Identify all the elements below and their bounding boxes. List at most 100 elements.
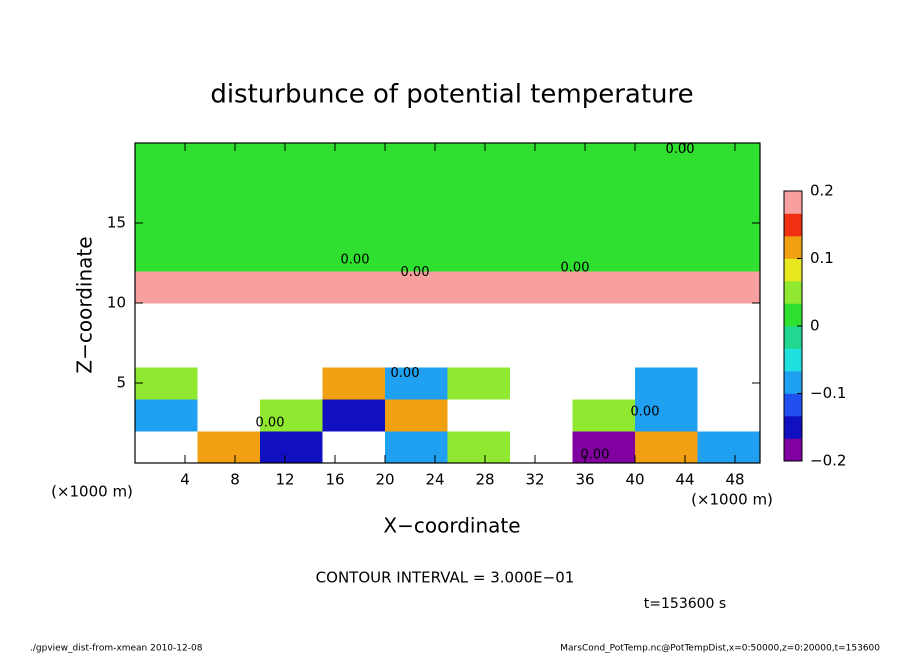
colorbar-segment xyxy=(784,236,802,259)
colorbar-segment xyxy=(784,393,802,417)
heat-cell xyxy=(572,271,636,304)
heat-cell xyxy=(260,303,323,336)
heat-cell xyxy=(322,367,386,400)
colorbar-segment xyxy=(784,281,802,304)
chart-title: disturbunce of potential temperature xyxy=(210,80,693,110)
x-tick-label: 40 xyxy=(625,471,644,489)
heat-cell xyxy=(197,207,261,240)
heat-cell xyxy=(697,239,761,272)
heat-cell xyxy=(572,175,636,208)
heat-cell xyxy=(572,367,636,400)
heat-cell xyxy=(510,431,573,464)
y-tick-label: 5 xyxy=(116,374,126,392)
heat-cell xyxy=(260,399,323,432)
heat-cell xyxy=(447,143,511,176)
heat-cell xyxy=(322,431,386,464)
x-tick-label: 44 xyxy=(675,471,694,489)
heat-cell xyxy=(447,399,511,432)
heat-cell xyxy=(697,367,761,400)
colorbar-segment xyxy=(784,438,802,462)
heat-cell xyxy=(572,335,636,368)
heat-cell xyxy=(697,175,761,208)
heat-cell xyxy=(260,239,323,272)
heat-cell xyxy=(197,143,261,176)
heat-cell xyxy=(697,303,761,336)
heat-cell xyxy=(260,335,323,368)
contour-label: 0.00 xyxy=(256,416,285,431)
heat-cell xyxy=(635,431,698,464)
heat-cell xyxy=(385,367,448,400)
heat-cell xyxy=(697,207,761,240)
heat-cell xyxy=(322,175,386,208)
heat-cell xyxy=(447,367,511,400)
heat-cell xyxy=(635,335,698,368)
y-tick-label: 15 xyxy=(107,214,126,232)
heat-cell xyxy=(135,335,198,368)
heat-cell xyxy=(510,399,573,432)
colorbar-segment xyxy=(784,416,802,439)
heat-cell xyxy=(572,303,636,336)
heat-cell xyxy=(260,207,323,240)
x-tick-label: 36 xyxy=(575,471,594,489)
heat-cell xyxy=(385,271,448,304)
heat-cell xyxy=(697,431,761,464)
x-tick-label: 28 xyxy=(475,471,494,489)
heat-cell xyxy=(385,175,448,208)
colorbar-segment xyxy=(784,326,802,349)
contour-label: 0.00 xyxy=(581,448,610,463)
contour-label: 0.00 xyxy=(666,142,695,157)
colorbar-segment xyxy=(784,258,802,282)
heat-cell xyxy=(260,271,323,304)
heat-cell xyxy=(135,271,198,304)
heat-cell xyxy=(385,143,448,176)
heat-cell xyxy=(135,303,198,336)
x-unit: (×1000 m) xyxy=(691,491,773,509)
heat-cell xyxy=(197,239,261,272)
heat-cell xyxy=(572,239,636,272)
heat-cell xyxy=(635,143,698,176)
contour-label: 0.00 xyxy=(341,252,370,267)
heat-cell xyxy=(447,207,511,240)
colorbar-segment xyxy=(784,213,802,237)
heat-cell xyxy=(385,431,448,464)
x-tick-label: 4 xyxy=(180,471,190,489)
heat-cell xyxy=(385,335,448,368)
time-label: t=153600 s xyxy=(644,596,726,612)
y-axis-label: Z−coordinate xyxy=(73,236,97,373)
x-tick-label: 48 xyxy=(725,471,744,489)
heat-cell xyxy=(447,303,511,336)
contour-interval: CONTOUR INTERVAL = 3.000E−01 xyxy=(316,569,575,587)
heat-cell xyxy=(385,207,448,240)
contour-label: 0.00 xyxy=(631,404,660,419)
x-tick-label: 24 xyxy=(425,471,444,489)
heat-cell xyxy=(135,367,198,400)
heat-cell xyxy=(197,367,261,400)
heat-cell xyxy=(322,143,386,176)
contour-label: 0.00 xyxy=(391,366,420,381)
heat-cell xyxy=(447,239,511,272)
heat-cell xyxy=(572,399,636,432)
heat-cell xyxy=(135,431,198,464)
heat-cell xyxy=(635,271,698,304)
heat-cell xyxy=(697,271,761,304)
y-tick-label: 10 xyxy=(107,294,126,312)
colorbar-segment xyxy=(784,191,802,214)
heat-cell xyxy=(322,399,386,432)
heat-cell xyxy=(510,335,573,368)
heat-cell xyxy=(135,207,198,240)
heat-cell xyxy=(135,143,198,176)
heat-cell xyxy=(197,431,261,464)
heat-cell xyxy=(260,143,323,176)
x-tick-label: 12 xyxy=(275,471,294,489)
heat-cell xyxy=(135,175,198,208)
heat-cell xyxy=(635,175,698,208)
heat-cell xyxy=(197,399,261,432)
heat-cell xyxy=(572,431,636,464)
colorbar-tick-label: 0 xyxy=(810,317,820,335)
heat-cell xyxy=(322,271,386,304)
heat-cell xyxy=(197,271,261,304)
x-tick-label: 32 xyxy=(525,471,544,489)
heat-cell xyxy=(322,303,386,336)
contour-label: 0.00 xyxy=(561,260,590,275)
